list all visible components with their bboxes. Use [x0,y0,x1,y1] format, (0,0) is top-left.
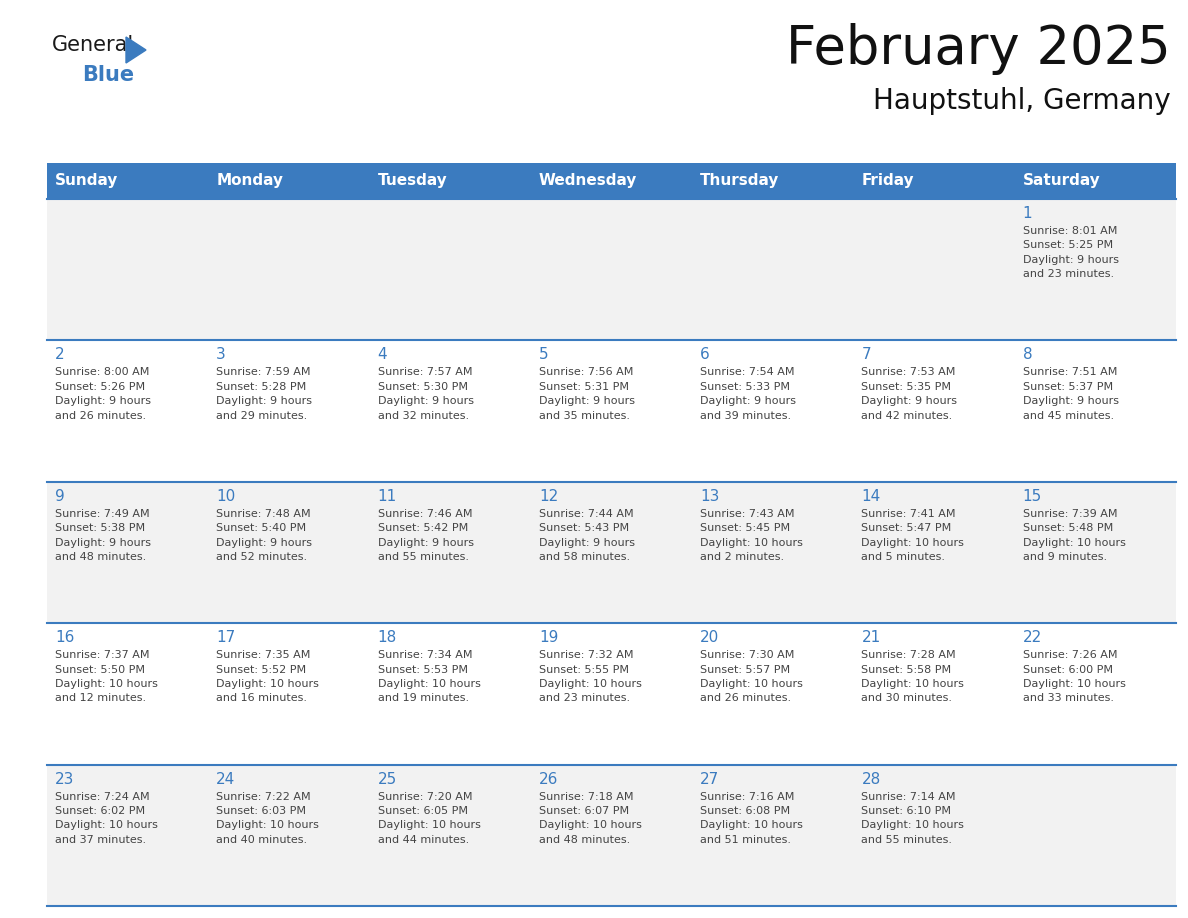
Text: 12: 12 [539,488,558,504]
Text: Sunrise: 7:53 AM
Sunset: 5:35 PM
Daylight: 9 hours
and 42 minutes.: Sunrise: 7:53 AM Sunset: 5:35 PM Dayligh… [861,367,958,420]
Text: 4: 4 [378,347,387,363]
Text: Sunrise: 7:34 AM
Sunset: 5:53 PM
Daylight: 10 hours
and 19 minutes.: Sunrise: 7:34 AM Sunset: 5:53 PM Dayligh… [378,650,480,703]
Text: Sunrise: 7:51 AM
Sunset: 5:37 PM
Daylight: 9 hours
and 45 minutes.: Sunrise: 7:51 AM Sunset: 5:37 PM Dayligh… [1023,367,1119,420]
Text: 1: 1 [1023,206,1032,221]
Text: Sunrise: 7:59 AM
Sunset: 5:28 PM
Daylight: 9 hours
and 29 minutes.: Sunrise: 7:59 AM Sunset: 5:28 PM Dayligh… [216,367,312,420]
Text: Sunrise: 8:00 AM
Sunset: 5:26 PM
Daylight: 9 hours
and 26 minutes.: Sunrise: 8:00 AM Sunset: 5:26 PM Dayligh… [55,367,151,420]
Text: Sunrise: 7:20 AM
Sunset: 6:05 PM
Daylight: 10 hours
and 44 minutes.: Sunrise: 7:20 AM Sunset: 6:05 PM Dayligh… [378,791,480,845]
Text: 16: 16 [55,630,75,645]
Text: 10: 10 [216,488,235,504]
Text: Sunrise: 7:49 AM
Sunset: 5:38 PM
Daylight: 9 hours
and 48 minutes.: Sunrise: 7:49 AM Sunset: 5:38 PM Dayligh… [55,509,151,562]
Bar [48,623,1176,765]
Text: Sunrise: 7:26 AM
Sunset: 6:00 PM
Daylight: 10 hours
and 33 minutes.: Sunrise: 7:26 AM Sunset: 6:00 PM Dayligh… [1023,650,1125,703]
Text: Sunrise: 7:30 AM
Sunset: 5:57 PM
Daylight: 10 hours
and 26 minutes.: Sunrise: 7:30 AM Sunset: 5:57 PM Dayligh… [700,650,803,703]
Text: Wednesday: Wednesday [539,174,637,188]
Text: February 2025: February 2025 [786,23,1171,75]
Text: 22: 22 [1023,630,1042,645]
Text: Sunrise: 7:43 AM
Sunset: 5:45 PM
Daylight: 10 hours
and 2 minutes.: Sunrise: 7:43 AM Sunset: 5:45 PM Dayligh… [700,509,803,562]
Text: 9: 9 [55,488,65,504]
Text: 14: 14 [861,488,880,504]
Text: 11: 11 [378,488,397,504]
Text: Sunrise: 7:37 AM
Sunset: 5:50 PM
Daylight: 10 hours
and 12 minutes.: Sunrise: 7:37 AM Sunset: 5:50 PM Dayligh… [55,650,158,703]
Text: 6: 6 [700,347,710,363]
Text: 8: 8 [1023,347,1032,363]
Text: Hauptstuhl, Germany: Hauptstuhl, Germany [873,87,1171,115]
Text: Friday: Friday [861,174,914,188]
Bar [48,163,1176,199]
Bar [48,482,1176,623]
Text: Sunrise: 8:01 AM
Sunset: 5:25 PM
Daylight: 9 hours
and 23 minutes.: Sunrise: 8:01 AM Sunset: 5:25 PM Dayligh… [1023,226,1119,279]
Text: 20: 20 [700,630,720,645]
Text: 25: 25 [378,772,397,787]
Text: 3: 3 [216,347,226,363]
Text: Sunrise: 7:35 AM
Sunset: 5:52 PM
Daylight: 10 hours
and 16 minutes.: Sunrise: 7:35 AM Sunset: 5:52 PM Dayligh… [216,650,320,703]
Text: Thursday: Thursday [700,174,779,188]
Bar [48,341,1176,482]
Text: Sunrise: 7:24 AM
Sunset: 6:02 PM
Daylight: 10 hours
and 37 minutes.: Sunrise: 7:24 AM Sunset: 6:02 PM Dayligh… [55,791,158,845]
Text: 7: 7 [861,347,871,363]
Text: Sunrise: 7:54 AM
Sunset: 5:33 PM
Daylight: 9 hours
and 39 minutes.: Sunrise: 7:54 AM Sunset: 5:33 PM Dayligh… [700,367,796,420]
Text: General: General [52,35,134,55]
Text: Blue: Blue [82,65,134,85]
Text: Sunrise: 7:32 AM
Sunset: 5:55 PM
Daylight: 10 hours
and 23 minutes.: Sunrise: 7:32 AM Sunset: 5:55 PM Dayligh… [539,650,642,703]
Text: Sunrise: 7:28 AM
Sunset: 5:58 PM
Daylight: 10 hours
and 30 minutes.: Sunrise: 7:28 AM Sunset: 5:58 PM Dayligh… [861,650,965,703]
Text: 19: 19 [539,630,558,645]
Text: 21: 21 [861,630,880,645]
Polygon shape [126,37,146,63]
Text: Sunday: Sunday [55,174,119,188]
Text: Tuesday: Tuesday [378,174,448,188]
Text: Sunrise: 7:56 AM
Sunset: 5:31 PM
Daylight: 9 hours
and 35 minutes.: Sunrise: 7:56 AM Sunset: 5:31 PM Dayligh… [539,367,634,420]
Text: Sunrise: 7:57 AM
Sunset: 5:30 PM
Daylight: 9 hours
and 32 minutes.: Sunrise: 7:57 AM Sunset: 5:30 PM Dayligh… [378,367,474,420]
Text: Monday: Monday [216,174,283,188]
Text: Sunrise: 7:46 AM
Sunset: 5:42 PM
Daylight: 9 hours
and 55 minutes.: Sunrise: 7:46 AM Sunset: 5:42 PM Dayligh… [378,509,474,562]
Text: Sunrise: 7:41 AM
Sunset: 5:47 PM
Daylight: 10 hours
and 5 minutes.: Sunrise: 7:41 AM Sunset: 5:47 PM Dayligh… [861,509,965,562]
Text: Saturday: Saturday [1023,174,1100,188]
Text: 28: 28 [861,772,880,787]
Text: 24: 24 [216,772,235,787]
Text: Sunrise: 7:48 AM
Sunset: 5:40 PM
Daylight: 9 hours
and 52 minutes.: Sunrise: 7:48 AM Sunset: 5:40 PM Dayligh… [216,509,312,562]
Text: 2: 2 [55,347,64,363]
Bar [48,765,1176,906]
Text: Sunrise: 7:16 AM
Sunset: 6:08 PM
Daylight: 10 hours
and 51 minutes.: Sunrise: 7:16 AM Sunset: 6:08 PM Dayligh… [700,791,803,845]
Text: 13: 13 [700,488,720,504]
Text: Sunrise: 7:44 AM
Sunset: 5:43 PM
Daylight: 9 hours
and 58 minutes.: Sunrise: 7:44 AM Sunset: 5:43 PM Dayligh… [539,509,634,562]
Text: Sunrise: 7:14 AM
Sunset: 6:10 PM
Daylight: 10 hours
and 55 minutes.: Sunrise: 7:14 AM Sunset: 6:10 PM Dayligh… [861,791,965,845]
Text: 17: 17 [216,630,235,645]
Text: 23: 23 [55,772,75,787]
Text: 27: 27 [700,772,720,787]
Text: Sunrise: 7:22 AM
Sunset: 6:03 PM
Daylight: 10 hours
and 40 minutes.: Sunrise: 7:22 AM Sunset: 6:03 PM Dayligh… [216,791,320,845]
Text: 26: 26 [539,772,558,787]
Text: 15: 15 [1023,488,1042,504]
Text: Sunrise: 7:39 AM
Sunset: 5:48 PM
Daylight: 10 hours
and 9 minutes.: Sunrise: 7:39 AM Sunset: 5:48 PM Dayligh… [1023,509,1125,562]
Text: 18: 18 [378,630,397,645]
Bar [48,199,1176,341]
Text: Sunrise: 7:18 AM
Sunset: 6:07 PM
Daylight: 10 hours
and 48 minutes.: Sunrise: 7:18 AM Sunset: 6:07 PM Dayligh… [539,791,642,845]
Text: 5: 5 [539,347,549,363]
